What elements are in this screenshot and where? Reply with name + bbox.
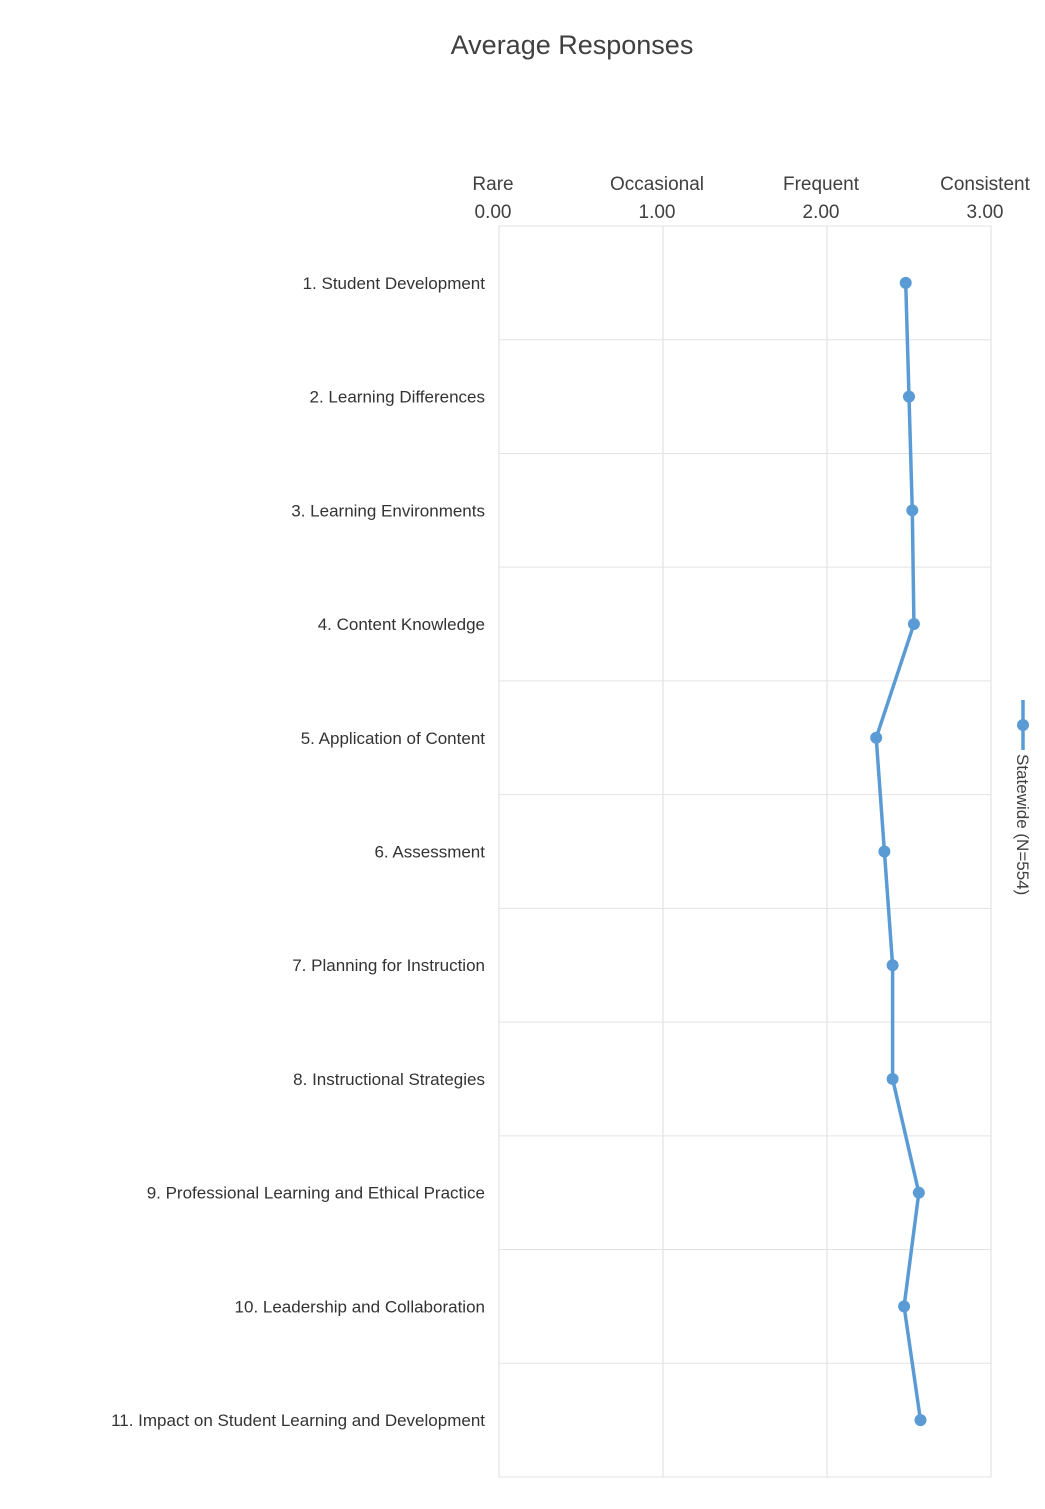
data-point (898, 1300, 911, 1313)
data-point (903, 390, 915, 403)
grid (498, 225, 992, 1478)
data-point (870, 731, 883, 744)
x-tick-value: 0.00 (475, 202, 512, 223)
category-label: 7. Planning for Instruction (292, 956, 485, 975)
x-tick-label: Consistent (940, 174, 1030, 195)
data-point (886, 1072, 899, 1085)
category-label: 10. Leadership and Collaboration (235, 1297, 485, 1316)
category-label: 6. Assessment (374, 843, 485, 862)
category-label: 3. Learning Environments (291, 501, 485, 520)
data-point (907, 618, 920, 631)
data-point (886, 959, 899, 972)
data-point (914, 1414, 927, 1427)
x-tick-value: 2.00 (803, 202, 840, 223)
category-label: 9. Professional Learning and Ethical Pra… (147, 1184, 485, 1203)
category-label: 11. Impact on Student Learning and Devel… (111, 1411, 485, 1430)
legend-entry: Statewide (N=554) (1013, 700, 1032, 895)
category-label: 2. Learning Differences (310, 388, 485, 407)
x-axis: Rare 0.00 Occasional 1.00 Frequent 2.00 Consis… (472, 174, 1030, 223)
category-label: 1. Student Development (303, 274, 486, 293)
category-label: 4. Content Knowledge (318, 615, 485, 634)
category-label: 5. Application of Content (301, 729, 486, 748)
data-point (912, 1186, 925, 1199)
legend-label: Statewide (N=554) (1013, 754, 1032, 895)
x-tick-label: Occasional (610, 174, 704, 195)
plot-area-border (498, 225, 992, 1478)
x-tick-label: Frequent (783, 174, 860, 195)
legend-marker (1017, 719, 1029, 731)
legend: Statewide (N=554) (1013, 700, 1032, 895)
x-tick-value: 1.00 (639, 202, 676, 223)
series-layer (870, 276, 927, 1427)
data-point (878, 845, 891, 858)
x-tick-label: Rare (472, 174, 513, 195)
data-point (906, 504, 919, 517)
y-axis-categories: 1. Student Development 2. Learning Differ… (111, 274, 485, 1430)
chart-title: Average Responses (451, 30, 694, 60)
data-point (899, 276, 912, 289)
x-tick-value: 3.00 (967, 202, 1004, 223)
category-label: 8. Instructional Strategies (293, 1070, 485, 1089)
